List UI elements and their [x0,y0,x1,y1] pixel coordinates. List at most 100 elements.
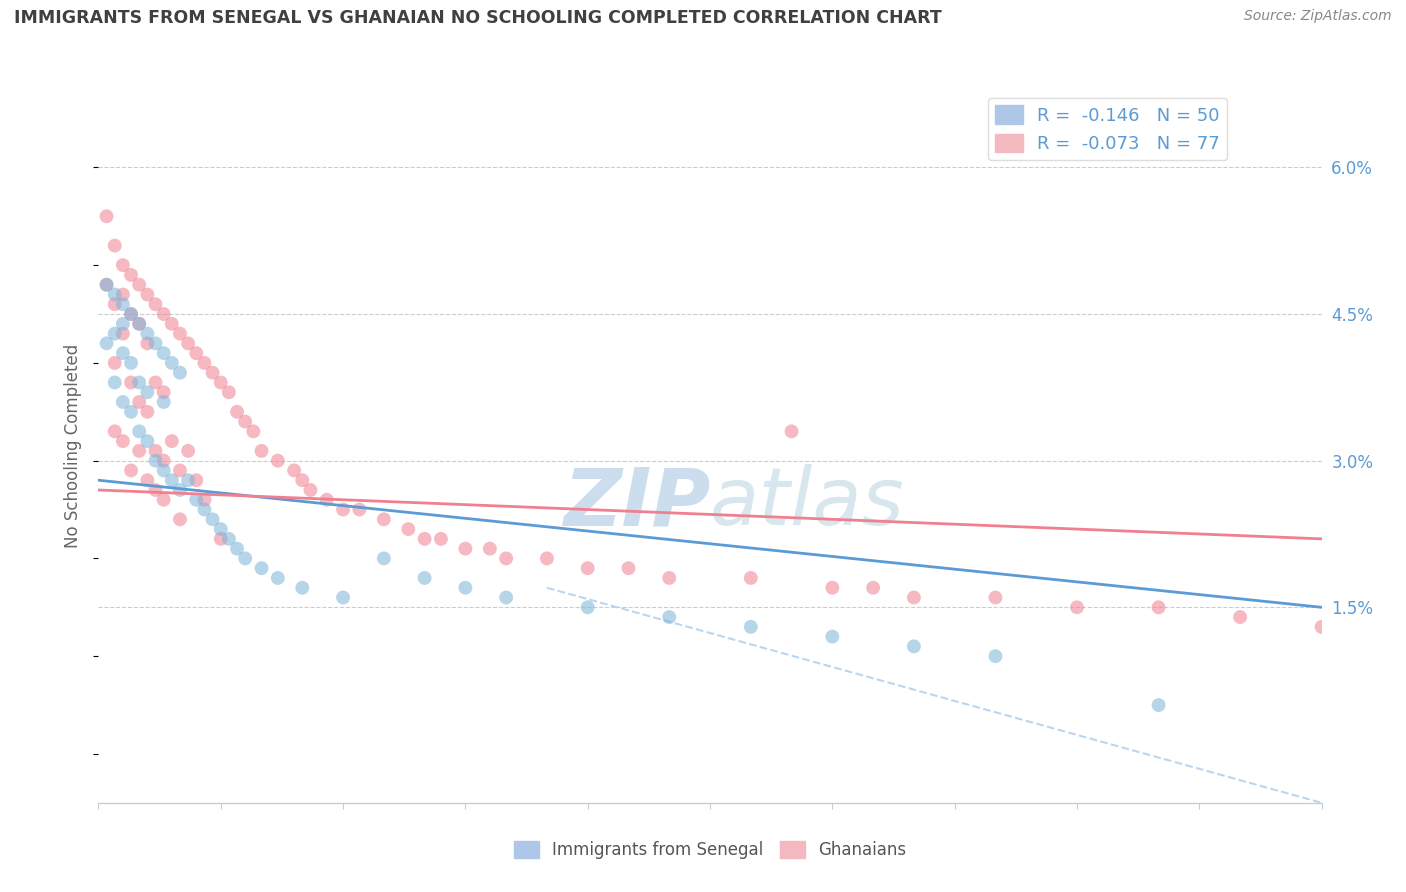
Point [169,326,191,341]
Point [315,492,337,507]
Point [1147,698,1170,712]
Point [136,434,159,449]
Point [862,581,884,595]
Point [209,522,232,536]
Point [186,346,208,360]
Point [152,385,174,400]
Point [454,581,477,595]
Point [104,287,127,301]
Point [111,297,134,311]
Point [145,443,167,458]
Point [658,610,681,624]
Point [201,366,224,380]
Point [111,258,134,272]
Point [128,376,150,390]
Point [373,512,395,526]
Text: ZIP: ZIP [562,464,710,542]
Point [233,415,256,429]
Point [267,453,290,467]
Point [1066,600,1088,615]
Point [413,571,436,585]
Point [984,591,1007,605]
Point [104,356,127,370]
Point [780,425,803,439]
Point [740,571,762,585]
Point [169,483,191,497]
Point [96,209,118,223]
Point [96,336,118,351]
Point [291,473,314,487]
Y-axis label: No Schooling Completed: No Schooling Completed [65,344,83,548]
Point [160,317,183,331]
Point [152,395,174,409]
Point [128,317,150,331]
Point [218,532,240,546]
Point [250,443,273,458]
Point [413,532,436,546]
Point [193,356,215,370]
Point [430,532,453,546]
Point [136,287,159,301]
Point [169,366,191,380]
Point [576,600,599,615]
Point [136,405,159,419]
Point [291,581,314,595]
Point [111,346,134,360]
Point [658,571,681,585]
Point [145,297,167,311]
Point [177,443,200,458]
Point [120,268,142,282]
Point [267,571,290,585]
Point [332,502,354,516]
Point [145,376,167,390]
Point [209,376,232,390]
Point [120,463,142,477]
Point [120,307,142,321]
Point [111,326,134,341]
Point [740,620,762,634]
Point [136,385,159,400]
Point [136,473,159,487]
Point [177,336,200,351]
Point [821,630,844,644]
Point [209,532,232,546]
Point [152,463,174,477]
Point [177,473,200,487]
Point [186,492,208,507]
Point [152,307,174,321]
Point [617,561,640,575]
Text: Source: ZipAtlas.com: Source: ZipAtlas.com [1244,9,1392,23]
Point [226,541,249,556]
Point [152,346,174,360]
Text: IMMIGRANTS FROM SENEGAL VS GHANAIAN NO SCHOOLING COMPLETED CORRELATION CHART: IMMIGRANTS FROM SENEGAL VS GHANAIAN NO S… [14,9,942,27]
Point [169,512,191,526]
Point [186,473,208,487]
Point [128,443,150,458]
Point [104,238,127,252]
Point [120,376,142,390]
Point [104,297,127,311]
Point [193,502,215,516]
Point [160,434,183,449]
Point [903,591,925,605]
Point [218,385,240,400]
Point [576,561,599,575]
Point [226,405,249,419]
Point [120,307,142,321]
Point [903,640,925,654]
Point [396,522,419,536]
Point [1229,610,1251,624]
Point [120,356,142,370]
Point [193,492,215,507]
Point [160,356,183,370]
Point [128,395,150,409]
Point [104,326,127,341]
Text: 0.0%: 0.0% [98,891,141,892]
Point [233,551,256,566]
Point [299,483,322,497]
Point [495,591,517,605]
Point [160,473,183,487]
Point [495,551,517,566]
Point [1147,600,1170,615]
Point [136,326,159,341]
